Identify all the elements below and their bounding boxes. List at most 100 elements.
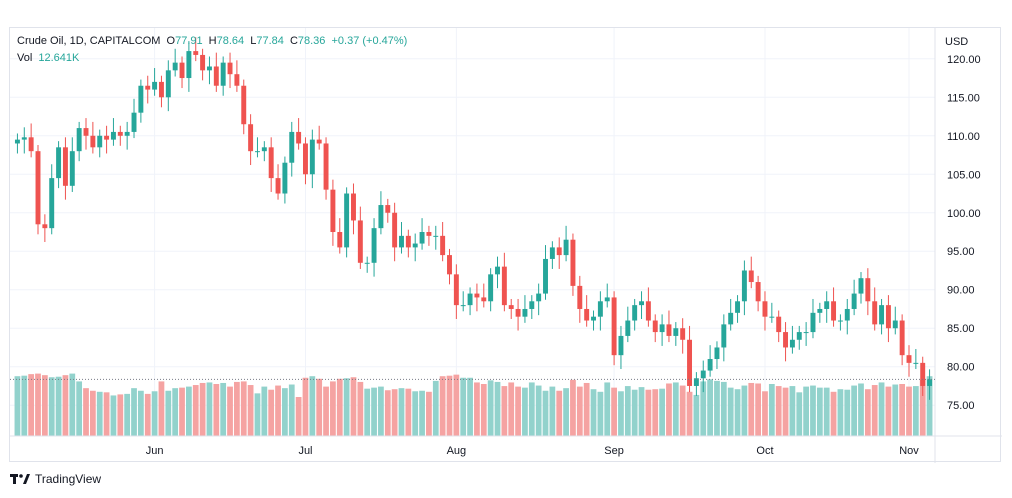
volume-bar (350, 377, 357, 436)
volume-bar (645, 389, 652, 436)
candle-body (837, 320, 843, 322)
candle-body (145, 85, 151, 90)
candle-body (645, 301, 651, 321)
volume-bar (535, 385, 542, 436)
volume-bar (240, 381, 247, 436)
candle-body (618, 335, 624, 356)
volume-bar (638, 387, 645, 436)
volume-bar (275, 385, 281, 436)
volume-bar (679, 385, 686, 436)
volume-bar (295, 397, 302, 436)
volume-bar (378, 386, 384, 436)
candle-body (104, 135, 110, 140)
candle-body (241, 85, 247, 125)
volume-bar (611, 387, 617, 436)
volume-bar (926, 376, 933, 436)
tradingview-logo-icon[interactable] (10, 473, 30, 485)
candle-body (200, 54, 206, 71)
volume-bar (384, 390, 391, 436)
candle-body (892, 320, 898, 329)
volume-bar (227, 386, 233, 436)
candle-body (426, 232, 432, 236)
candle-body (495, 266, 500, 275)
candle-body (316, 139, 322, 144)
candle-body (42, 224, 48, 229)
volume-bar (624, 386, 631, 436)
volume-bar (707, 379, 713, 436)
volume-legend: Vol 12.641K (17, 52, 82, 64)
volume-bar (309, 376, 316, 436)
y-tick-label: 110.00 (947, 131, 980, 143)
candle-body (21, 137, 27, 140)
volume-bar (213, 384, 220, 436)
volume-bar (268, 389, 275, 436)
candle-body (783, 332, 789, 348)
candle-body (851, 293, 857, 309)
candle-body (419, 232, 425, 244)
candle-body (577, 285, 583, 309)
candle-body (673, 328, 679, 336)
volume-bar (220, 382, 227, 436)
volume-label[interactable]: Vol (17, 52, 33, 64)
brand-name[interactable]: TradingView (35, 472, 102, 486)
volume-bar (782, 387, 789, 436)
volume-bar (837, 389, 844, 436)
volume-bar (851, 385, 858, 436)
candle-body (543, 258, 548, 294)
candle-body (227, 62, 233, 75)
y-tick-label: 80.00 (947, 362, 975, 374)
candle-body (357, 220, 363, 263)
volume-bar (288, 384, 295, 436)
symbol-label[interactable]: Crude Oil, 1D, CAPITALCOM (17, 35, 161, 47)
volume-bar (48, 377, 55, 436)
volume-bar (515, 386, 521, 436)
volume-bar (700, 381, 707, 436)
volume-bar (919, 379, 926, 436)
candle-body (529, 301, 535, 309)
candle-body (467, 293, 473, 306)
candle-body (392, 212, 398, 248)
candle-body (693, 378, 699, 386)
candle-body (885, 305, 891, 329)
volume-bar (693, 394, 700, 436)
volume-bar (28, 374, 35, 436)
candle-body (735, 301, 741, 313)
volume-bar (302, 377, 309, 436)
candle-body (639, 301, 644, 306)
candle-body (248, 124, 254, 152)
volume-bar (858, 383, 864, 436)
volume-value: 12.641K (38, 52, 80, 64)
x-tick-label: Oct (756, 445, 773, 457)
candle-body (110, 131, 116, 140)
volume-bar (247, 385, 254, 436)
y-tick-label: 90.00 (947, 285, 975, 297)
volume-bar (254, 393, 261, 436)
volume-bar (398, 388, 405, 436)
volume-bar (878, 382, 885, 436)
price-chart[interactable]: 120.00 115.00 110.00 105.00 100.00 95.00 90.00… (10, 28, 1002, 463)
low-label: L77.84 (250, 35, 284, 47)
volume-bar (446, 375, 453, 436)
volume-bar (542, 390, 549, 436)
x-tick-label: Sep (604, 445, 624, 457)
candle-body (268, 147, 274, 179)
candle-body (632, 305, 638, 321)
candle-body (721, 324, 727, 348)
candle-body (755, 282, 761, 302)
candle-body (762, 301, 768, 317)
candle-body (858, 278, 864, 294)
volume-bar (103, 392, 110, 436)
candle-body (76, 128, 82, 152)
candle-body (741, 270, 747, 302)
candle-body (213, 66, 219, 86)
candle-body (652, 320, 658, 333)
volume-bar (426, 391, 432, 436)
candle-body (378, 205, 384, 229)
candle-body (90, 135, 96, 148)
volume-bar (158, 381, 165, 436)
candle-body (83, 128, 89, 136)
volume-bar (336, 378, 343, 436)
candle-body (351, 193, 356, 221)
candle-body (412, 243, 418, 248)
candle-body (131, 112, 137, 132)
